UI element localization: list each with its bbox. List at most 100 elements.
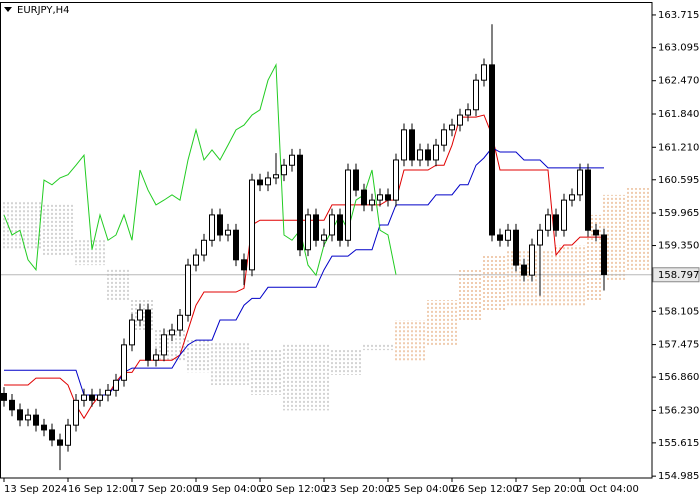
- candle-body: [33, 414, 39, 426]
- candle-body: [417, 149, 423, 161]
- y-tick-label: 156.860: [658, 372, 699, 383]
- x-tick-label: 1 Oct 04:00: [580, 484, 639, 495]
- y-tick-label: 159.965: [658, 208, 699, 219]
- y-tick-label: 157.475: [658, 340, 699, 351]
- candle-body: [305, 214, 311, 251]
- x-tick-label: 23 Sep 20:00: [324, 484, 391, 495]
- candle-body: [553, 214, 559, 231]
- y-tick-label: 158.105: [658, 306, 699, 317]
- candle-body: [425, 149, 431, 161]
- symbol-menu-icon[interactable]: [4, 7, 12, 12]
- candle-body: [209, 214, 215, 241]
- candle-body: [169, 329, 175, 336]
- candle-body: [257, 179, 263, 186]
- candle-body: [409, 129, 415, 161]
- candle-body: [313, 214, 319, 241]
- candle-body: [201, 239, 207, 256]
- y-tick-label: 155.615: [658, 438, 699, 449]
- candle-body: [377, 194, 383, 201]
- y-tick-label: 163.715: [658, 10, 699, 21]
- candle-body: [577, 169, 583, 196]
- candle-body: [273, 174, 279, 179]
- x-tick-label: 27 Sep 20:00: [516, 484, 583, 495]
- x-tick-label: 17 Sep 20:00: [132, 484, 199, 495]
- candle-body: [233, 229, 239, 261]
- y-tick-label: 154.985: [658, 471, 699, 482]
- candle-body: [369, 199, 375, 206]
- candle-body: [217, 214, 223, 236]
- candle-body: [137, 309, 143, 321]
- candle-body: [337, 214, 343, 241]
- candle-body: [545, 214, 551, 231]
- y-tick-label: 163.095: [658, 43, 699, 54]
- candle-body: [497, 234, 503, 241]
- candle-body: [433, 144, 439, 161]
- candle-body: [153, 354, 159, 361]
- candle-body: [529, 244, 535, 276]
- candle-body: [249, 179, 255, 271]
- candle-body: [481, 64, 487, 81]
- candle-body: [513, 229, 519, 266]
- candle-body: [321, 234, 327, 241]
- candle-body: [121, 344, 127, 381]
- candle-body: [561, 199, 567, 231]
- candle-body: [105, 389, 111, 396]
- candle-body: [361, 189, 367, 206]
- candle-body: [129, 319, 135, 346]
- candle-body: [441, 129, 447, 146]
- y-tick-label: 161.840: [658, 109, 699, 120]
- candle-body: [161, 334, 167, 356]
- current-price-label: 158.797: [658, 270, 699, 281]
- candle-body: [17, 409, 23, 421]
- candle-body: [97, 394, 103, 401]
- candle-body: [193, 254, 199, 266]
- candle-body: [185, 264, 191, 316]
- candle-body: [297, 154, 303, 251]
- candle-body: [385, 194, 391, 201]
- candle-body: [353, 169, 359, 191]
- candle-body: [473, 79, 479, 111]
- candle-body: [113, 379, 119, 391]
- candle-body: [65, 424, 71, 446]
- y-tick-label: 156.230: [658, 405, 699, 416]
- candle-body: [401, 129, 407, 161]
- candle-body: [569, 194, 575, 201]
- y-tick-label: 162.470: [658, 76, 699, 87]
- candle-body: [177, 314, 183, 331]
- candle-body: [505, 229, 511, 241]
- candle-body: [489, 64, 495, 236]
- candle-body: [89, 394, 95, 401]
- candle-body: [457, 114, 463, 126]
- candle-body: [521, 264, 527, 276]
- symbol-label: EURJPY,H4: [17, 5, 70, 16]
- candle-body: [81, 394, 87, 401]
- candle-body: [585, 169, 591, 231]
- y-tick-label: 161.210: [658, 142, 699, 153]
- candle-body: [345, 169, 351, 241]
- candle-body: [289, 154, 295, 166]
- candle-body: [393, 159, 399, 201]
- candle-body: [1, 392, 7, 401]
- candle-body: [537, 229, 543, 246]
- candle-body: [465, 109, 471, 116]
- plot-frame: [0, 2, 653, 479]
- x-tick-label: 20 Sep 12:00: [260, 484, 327, 495]
- candle-body: [57, 439, 63, 446]
- current-price-box: [652, 267, 700, 283]
- candle-body: [9, 399, 15, 411]
- candle-body: [145, 309, 151, 361]
- x-tick-label: 25 Sep 04:00: [388, 484, 455, 495]
- candle-body: [329, 214, 335, 236]
- candle-body: [49, 429, 55, 441]
- x-tick-label: 13 Sep 2024: [4, 484, 67, 495]
- candle-body: [281, 164, 287, 176]
- candle-body: [449, 124, 455, 131]
- x-tick-label: 26 Sep 12:00: [452, 484, 519, 495]
- candle-body: [593, 229, 599, 236]
- candle-body: [225, 229, 231, 236]
- plot-area: [0, 24, 652, 471]
- y-tick-label: 160.595: [658, 175, 699, 186]
